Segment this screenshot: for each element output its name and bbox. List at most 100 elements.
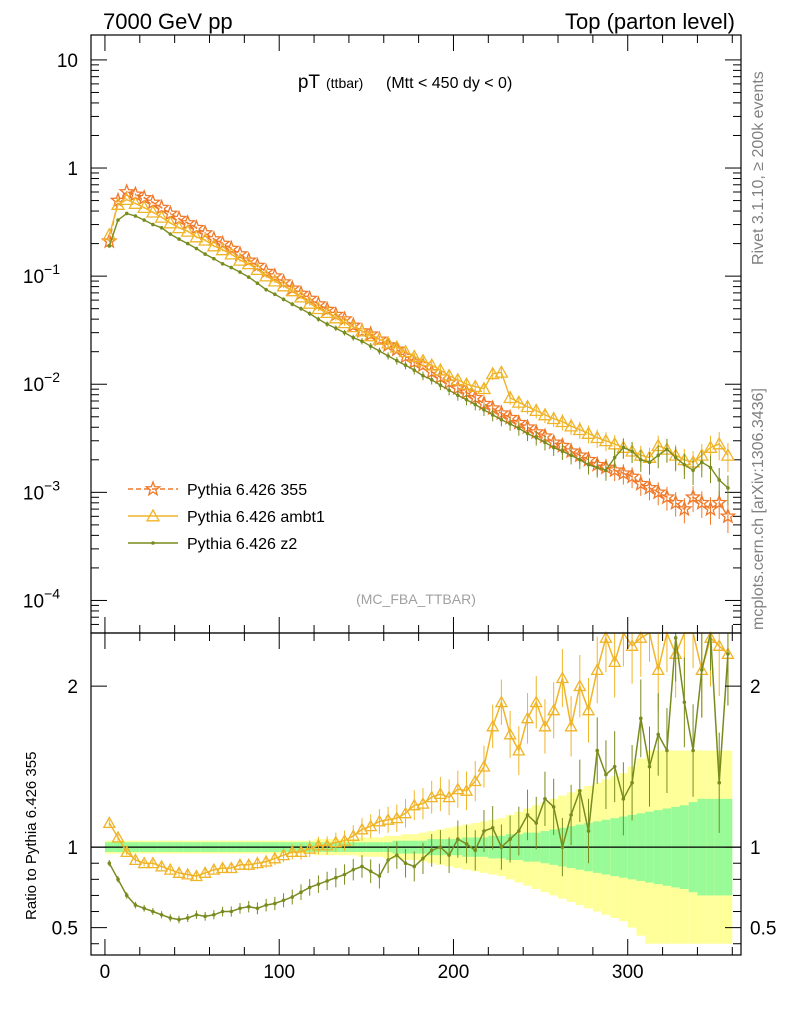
- main-data-point: [551, 445, 556, 450]
- ratio-data-point: [172, 866, 186, 878]
- main-data-point: [517, 426, 521, 431]
- main-data-point: [710, 493, 728, 510]
- ratio-data-point: [651, 663, 665, 676]
- main-data-point: [693, 493, 711, 510]
- ratio-data-point: [320, 838, 334, 851]
- main-data-point: [447, 388, 451, 393]
- ratio-data-point: [334, 875, 338, 880]
- main-data-point: [189, 229, 204, 243]
- main-data-point: [368, 344, 373, 348]
- main-data-point: [476, 381, 492, 395]
- main-data-point: [699, 460, 704, 465]
- main-data-point: [168, 232, 173, 236]
- x-tick-label: 300: [612, 962, 644, 983]
- main-data-point: [572, 422, 587, 436]
- main-data-point: [386, 354, 390, 358]
- plot-title-sub: (ttbar): [326, 75, 363, 91]
- main-data-point: [658, 488, 676, 505]
- ratio-data-point: [490, 826, 495, 830]
- main-y-tick-label: 10: [57, 51, 78, 72]
- main-data-point: [520, 399, 535, 413]
- main-data-point: [337, 315, 352, 329]
- ratio-data-point: [273, 901, 277, 906]
- main-data-point: [196, 224, 214, 241]
- ratio-data-point: [529, 695, 543, 708]
- ratio-data-point: [194, 912, 199, 917]
- main-data-point: [241, 256, 256, 270]
- ratio-data-point: [342, 872, 347, 877]
- ratio-data-point: [673, 636, 678, 640]
- main-data-point: [720, 447, 736, 461]
- main-data-point: [128, 196, 143, 209]
- rivet-version-label: Rivet 3.1.10, ≥ 200k events: [750, 71, 767, 265]
- ratio-data-point: [569, 813, 573, 817]
- ratio-data-point: [468, 774, 482, 787]
- main-data-point: [595, 465, 600, 470]
- ratio-data-point: [116, 877, 120, 882]
- ratio-data-point: [590, 663, 604, 676]
- analysis-tag-label: (MC_FBA_TTBAR): [356, 591, 476, 607]
- main-series-group: [107, 211, 730, 505]
- ratio-data-point: [691, 748, 695, 753]
- main-data-point: [214, 234, 231, 251]
- ratio-data-point: [142, 906, 146, 911]
- main-data-point: [351, 335, 356, 340]
- ratio-data-point: [351, 867, 356, 872]
- main-data-point: [546, 411, 561, 425]
- ratio-data-point: [242, 857, 256, 870]
- ratio-data-point: [111, 830, 125, 843]
- main-y-tick-label: 10−4: [23, 585, 60, 612]
- main-data-point: [586, 462, 591, 467]
- ratio-data-point: [499, 845, 504, 849]
- mcplots-credit-label: mcplots.cern.ch [arXiv:1306.3436]: [750, 388, 767, 630]
- ratio-data-point: [477, 759, 491, 772]
- main-data-point: [647, 460, 652, 465]
- ratio-data-point: [403, 861, 408, 866]
- ratio-data-point: [612, 764, 617, 769]
- main-data-point: [675, 500, 693, 517]
- main-data-point: [429, 377, 434, 382]
- header-process-label: Top (parton level): [565, 9, 735, 34]
- ratio-data-point: [181, 867, 195, 880]
- ratio-y-tick-label-left: 1: [67, 838, 78, 859]
- main-data-point: [290, 302, 295, 306]
- main-data-point: [511, 394, 526, 408]
- main-data-point: [342, 330, 347, 335]
- ratio-data-point: [438, 845, 443, 849]
- ratio-data-point: [665, 748, 669, 753]
- header-energy-label: 7000 GeV pp: [103, 9, 233, 34]
- legend-label: Pythia 6.426 ambt1: [187, 509, 325, 526]
- ratio-data-point: [520, 711, 535, 724]
- ratio-data-point: [285, 845, 299, 858]
- ratio-data-point: [586, 829, 591, 833]
- main-data-point: [581, 426, 596, 439]
- ratio-data-point: [311, 838, 326, 851]
- main-data-point: [281, 297, 286, 302]
- ratio-data-point: [360, 864, 364, 869]
- ratio-y-tick-label-right: 2: [750, 677, 761, 698]
- ratio-data-point: [555, 671, 570, 684]
- main-data-point: [456, 393, 460, 398]
- ratio-data-point: [717, 780, 722, 785]
- ratio-data-point: [198, 866, 212, 878]
- ratio-data-point: [177, 917, 181, 922]
- ratio-data-point: [482, 829, 486, 833]
- main-data-point: [194, 246, 199, 251]
- main-data-point: [311, 301, 326, 315]
- main-data-point: [555, 414, 570, 428]
- main-series-group: [102, 192, 736, 477]
- main-data-point: [107, 244, 112, 248]
- main-data-point: [363, 328, 378, 342]
- main-data-point: [412, 368, 417, 372]
- main-data-point: [424, 357, 439, 371]
- main-data-point: [109, 191, 127, 208]
- main-data-point: [119, 192, 134, 206]
- ratio-data-point: [578, 788, 582, 793]
- main-data-point: [673, 455, 678, 460]
- main-data-point: [621, 445, 626, 450]
- main-data-point: [717, 478, 722, 482]
- ratio-data-point: [346, 829, 360, 841]
- ratio-data-point: [212, 912, 216, 917]
- main-data-point: [293, 289, 309, 303]
